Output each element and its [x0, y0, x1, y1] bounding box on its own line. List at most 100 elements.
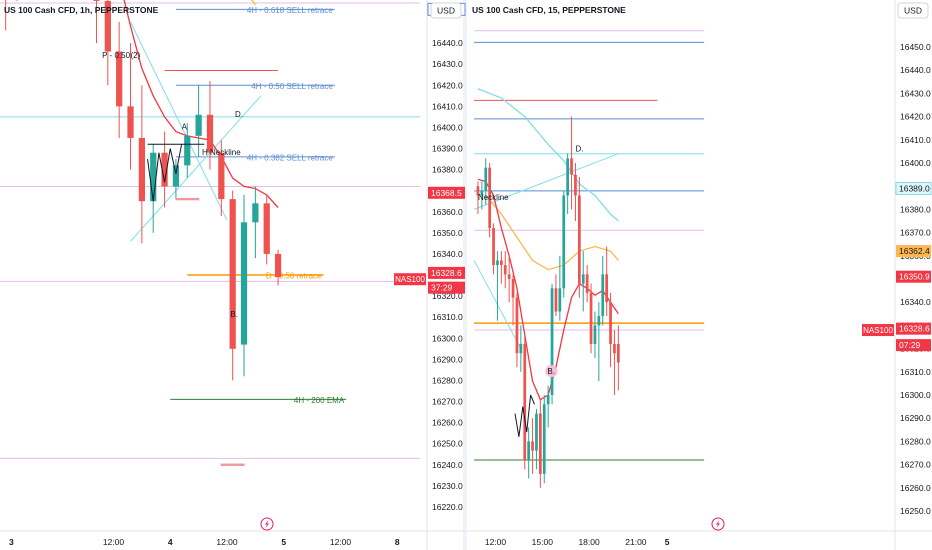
- x-tick-label: 5: [281, 537, 286, 547]
- x-tick-label: 15:00: [532, 537, 554, 547]
- currency-label: USD: [437, 6, 455, 16]
- candle-body: [511, 279, 515, 298]
- price-badge: [896, 270, 931, 283]
- marker: [175, 197, 200, 201]
- x-tick-label: 12:00: [485, 537, 507, 547]
- y-tick-label: 16270.0: [432, 397, 463, 407]
- candle-body: [229, 199, 236, 349]
- candle-body: [161, 152, 168, 187]
- y-tick-label: 16450.0: [900, 42, 931, 52]
- y-tick-label: 16400.0: [432, 122, 463, 132]
- level-label: 4H - 0.618 SELL retrace: [247, 6, 334, 15]
- candle-body: [507, 274, 511, 279]
- candle-body: [184, 135, 191, 166]
- y-tick-label: 16290.0: [900, 413, 931, 423]
- price-badge: [428, 281, 465, 294]
- annotation-label: B.: [230, 310, 238, 319]
- candle-body: [558, 288, 562, 312]
- y-tick-label: 16440.0: [900, 65, 931, 75]
- candle-body: [523, 343, 527, 460]
- y-tick-label: 16430.0: [432, 59, 463, 69]
- candle-body: [589, 292, 593, 344]
- candle-body: [581, 274, 585, 284]
- annotation-label: A: [182, 123, 188, 132]
- candle-body: [104, 0, 111, 52]
- candle-body: [496, 260, 499, 266]
- currency-badge: [430, 2, 462, 19]
- y-tick-label: 16290.0: [432, 354, 463, 364]
- candle-body: [609, 302, 612, 344]
- y-tick-label: 16310.0: [900, 367, 931, 377]
- y-tick-label: 16380.0: [900, 204, 931, 214]
- price-badge-label: 16362.4: [899, 246, 930, 256]
- level-label: D - 0.50 retrace: [266, 272, 322, 281]
- y-tick-label: 16410.0: [432, 101, 463, 111]
- y-tick-label: 16260.0: [432, 418, 463, 428]
- y-tick-label: 16340.0: [900, 297, 931, 307]
- candle-body: [499, 260, 503, 266]
- candle-body: [554, 288, 558, 312]
- symbol-badge-label: NAS100: [395, 275, 425, 284]
- price-badge-label: 37:29: [431, 283, 453, 293]
- candle-body: [531, 441, 534, 451]
- price-badge: [896, 245, 931, 258]
- marker: [220, 463, 245, 466]
- candle-body: [195, 114, 202, 136]
- pattern-drawing: [514, 394, 535, 437]
- candle-body: [503, 265, 507, 275]
- x-tick-label: 21:00: [625, 537, 647, 547]
- y-tick-label: 16310.0: [432, 312, 463, 322]
- y-tick-label: 16400.0: [900, 158, 931, 168]
- candle-body: [93, 0, 100, 1]
- x-tick-label: 3: [9, 537, 14, 547]
- x-tick-label: 12:00: [216, 537, 238, 547]
- lightning-icon: [711, 517, 725, 531]
- candle-body: [515, 297, 519, 354]
- y-tick-label: 16420.0: [900, 112, 931, 122]
- trend-line: [473, 153, 619, 210]
- level-label: 4H - 0.382 SELL retrace: [247, 153, 334, 162]
- price-badge-label: 07:29: [899, 340, 921, 350]
- y-tick-label: 16430.0: [900, 88, 931, 98]
- trend-line: [130, 21, 228, 221]
- price-badge: [896, 322, 931, 335]
- candle-body: [218, 152, 225, 200]
- candle-body: [127, 106, 134, 138]
- price-badge-label: 16328.6: [431, 268, 462, 278]
- currency-badge: [897, 2, 929, 19]
- x-tick-label: 4: [168, 537, 173, 547]
- price-badge-label: 16389.0: [899, 184, 930, 194]
- annotation-label: D.: [575, 144, 583, 153]
- candle-body: [476, 186, 480, 196]
- candle-body: [492, 227, 495, 266]
- candle-body: [484, 167, 488, 191]
- x-tick-label: 5: [665, 537, 670, 547]
- lightning-icon: [260, 517, 274, 531]
- y-tick-label: 16380.0: [432, 165, 463, 175]
- price-badge: [895, 182, 932, 196]
- candle-body: [240, 222, 248, 345]
- y-tick-label: 16250.0: [900, 506, 931, 516]
- candle-body: [605, 274, 609, 303]
- candle-body: [535, 413, 538, 451]
- candle-body: [138, 137, 145, 202]
- y-tick-label: 16240.0: [432, 460, 463, 470]
- candle-body: [550, 288, 554, 395]
- candle-body: [150, 152, 157, 202]
- candle-body: [613, 343, 616, 354]
- candle-body: [538, 413, 542, 474]
- candle-body: [616, 343, 620, 363]
- annotation-label: Neckline: [478, 193, 509, 202]
- x-tick-label: 12:00: [330, 537, 352, 547]
- ema-cyan-line: [477, 88, 619, 222]
- annotation-label: B.: [547, 367, 555, 376]
- y-tick-label: 16390.0: [432, 144, 463, 154]
- price-badge-label: 16328.6: [899, 324, 930, 334]
- y-tick-label: 16410.0: [900, 135, 931, 145]
- candle-body: [574, 174, 577, 196]
- price-badge: [428, 186, 465, 199]
- price-badge: [428, 266, 465, 279]
- chart-title: US 100 Cash CFD, 15, PEPPERSTONE: [472, 5, 626, 15]
- candle-body: [206, 114, 214, 153]
- currency-label: USD: [904, 6, 922, 16]
